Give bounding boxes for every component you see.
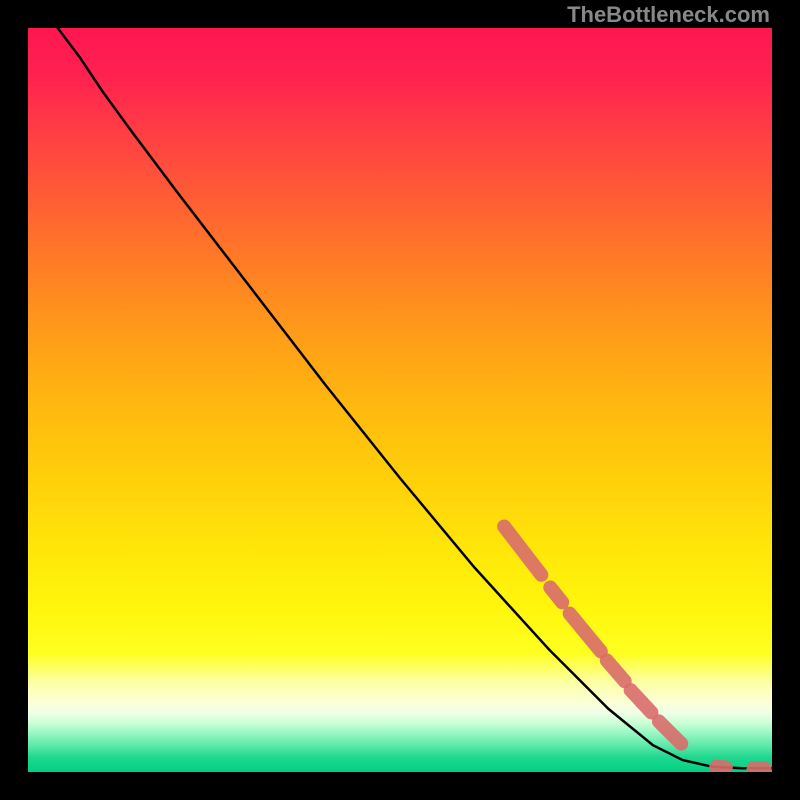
marker-segment	[550, 587, 562, 602]
marker-segment	[716, 767, 726, 768]
chart-frame: TheBottleneck.com	[0, 0, 800, 800]
plot-svg	[28, 28, 772, 772]
gradient-background	[28, 28, 772, 772]
plot-area	[28, 28, 772, 772]
watermark-text: TheBottleneck.com	[567, 2, 770, 28]
